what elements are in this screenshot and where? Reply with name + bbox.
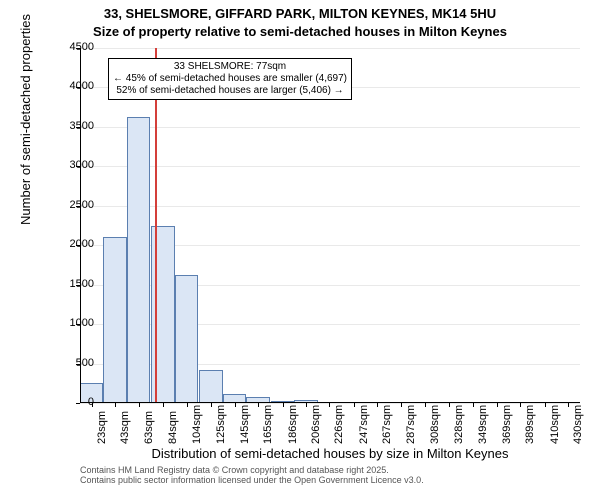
xtick-mark — [473, 403, 474, 407]
xtick-label: 328sqm — [453, 405, 465, 444]
xtick-mark — [545, 403, 546, 407]
y-axis-label: Number of semi-detached properties — [18, 14, 33, 225]
chart-title-line2: Size of property relative to semi-detach… — [0, 24, 600, 39]
ytick-mark — [76, 285, 80, 286]
xtick-label: 104sqm — [191, 405, 203, 444]
annotation-line: ← 45% of semi-detached houses are smalle… — [113, 73, 347, 85]
ytick-mark — [76, 127, 80, 128]
xtick-mark — [306, 403, 307, 407]
xtick-label: 369sqm — [501, 405, 513, 444]
ytick-label: 500 — [34, 357, 94, 369]
xtick-label: 267sqm — [381, 405, 393, 444]
xtick-mark — [283, 403, 284, 407]
xtick-label: 410sqm — [549, 405, 561, 444]
xtick-label: 23sqm — [96, 411, 108, 444]
xtick-mark — [497, 403, 498, 407]
ytick-mark — [76, 166, 80, 167]
xtick-label: 430sqm — [572, 405, 584, 444]
xtick-mark — [449, 403, 450, 407]
xtick-label: 165sqm — [262, 405, 274, 444]
xtick-label: 125sqm — [215, 405, 227, 444]
ytick-mark — [76, 206, 80, 207]
plot-border — [80, 48, 580, 403]
plot-area: 33 SHELSMORE: 77sqm← 45% of semi-detache… — [80, 48, 580, 403]
footer-attribution: Contains HM Land Registry data © Crown c… — [80, 466, 580, 486]
ytick-mark — [76, 324, 80, 325]
ytick-mark — [76, 87, 80, 88]
xtick-mark — [425, 403, 426, 407]
xtick-label: 84sqm — [167, 411, 179, 444]
xtick-label: 308sqm — [429, 405, 441, 444]
xtick-mark — [258, 403, 259, 407]
annotation-line: 33 SHELSMORE: 77sqm — [113, 61, 347, 73]
xtick-mark — [377, 403, 378, 407]
chart-title-line1: 33, SHELSMORE, GIFFARD PARK, MILTON KEYN… — [0, 6, 600, 21]
chart-container: 33, SHELSMORE, GIFFARD PARK, MILTON KEYN… — [0, 0, 600, 500]
xtick-label: 145sqm — [239, 405, 251, 444]
xtick-mark — [139, 403, 140, 407]
ytick-mark — [76, 364, 80, 365]
ytick-label: 2500 — [34, 199, 94, 211]
xtick-mark — [401, 403, 402, 407]
xtick-mark — [92, 403, 93, 407]
ytick-label: 1500 — [34, 278, 94, 290]
xtick-label: 206sqm — [310, 405, 322, 444]
x-axis-label: Distribution of semi-detached houses by … — [80, 446, 580, 461]
xtick-mark — [354, 403, 355, 407]
ytick-label: 3000 — [34, 159, 94, 171]
xtick-label: 226sqm — [333, 405, 345, 444]
xtick-label: 186sqm — [287, 405, 299, 444]
annotation-box: 33 SHELSMORE: 77sqm← 45% of semi-detache… — [108, 58, 352, 100]
xtick-label: 287sqm — [405, 405, 417, 444]
xtick-label: 63sqm — [143, 411, 155, 444]
xtick-label: 247sqm — [358, 405, 370, 444]
xtick-label: 349sqm — [477, 405, 489, 444]
xtick-label: 389sqm — [524, 405, 536, 444]
xtick-mark — [235, 403, 236, 407]
ytick-mark — [76, 48, 80, 49]
ytick-label: 3500 — [34, 120, 94, 132]
xtick-mark — [329, 403, 330, 407]
annotation-line: 52% of semi-detached houses are larger (… — [113, 85, 347, 97]
ytick-label: 4500 — [34, 41, 94, 53]
xtick-label: 43sqm — [119, 411, 131, 444]
xtick-mark — [187, 403, 188, 407]
ytick-mark — [76, 245, 80, 246]
ytick-label: 4000 — [34, 80, 94, 92]
xtick-mark — [115, 403, 116, 407]
xtick-mark — [520, 403, 521, 407]
ytick-label: 1000 — [34, 317, 94, 329]
ytick-mark — [76, 403, 80, 404]
xtick-mark — [568, 403, 569, 407]
xtick-mark — [163, 403, 164, 407]
xtick-mark — [211, 403, 212, 407]
footer-line2: Contains public sector information licen… — [80, 476, 580, 486]
ytick-label: 2000 — [34, 238, 94, 250]
ytick-label: 0 — [34, 396, 94, 408]
